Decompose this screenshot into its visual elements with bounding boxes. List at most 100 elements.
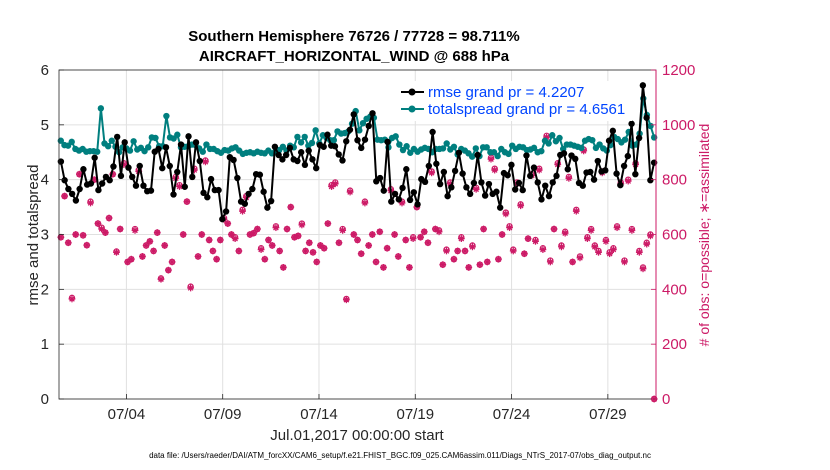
obs-assimilated-marker (621, 258, 628, 266)
rmse-point (312, 164, 320, 172)
obs-assimilated-stroke (421, 228, 428, 235)
rmse-point (234, 174, 241, 182)
rmse-point (365, 122, 372, 130)
obs-assimilated-marker (198, 231, 206, 238)
x-tick-label: 07/09 (204, 406, 242, 423)
obs-assimilated-marker (495, 255, 502, 263)
obs-assimilated-stroke (254, 226, 261, 232)
spread-point (450, 143, 458, 150)
spread-point (505, 150, 512, 158)
obs-assimilated-stroke (236, 248, 242, 254)
obs-assimilated-marker (439, 261, 447, 269)
obs-assimilated-stroke (176, 183, 183, 190)
obs-assimilated-stroke (69, 296, 75, 302)
spread-point (589, 136, 596, 144)
rmse-point (613, 170, 620, 177)
obs-assimilated-stroke (499, 231, 505, 238)
obs-assimilated-marker (524, 235, 532, 243)
obs-assimilated-stroke (332, 180, 339, 187)
obs-assimilated-marker (205, 236, 213, 244)
obs-assimilated-stroke (328, 183, 335, 190)
obs-assimilated-stroke (562, 230, 568, 236)
obs-assimilated-stroke (158, 276, 164, 283)
rmse-point (279, 156, 286, 163)
rmse-point (192, 139, 200, 146)
rmse-point (553, 172, 560, 180)
obs-assimilated-stroke (87, 200, 94, 206)
obs-assimilated-marker (532, 237, 539, 245)
obs-assimilated-stroke (480, 226, 487, 232)
obs-assimilated-marker (268, 242, 276, 249)
obs-assimilated-marker (298, 221, 306, 229)
spread-point (108, 137, 115, 144)
rmse-point (189, 173, 196, 181)
obs-assimilated-stroke (310, 249, 316, 256)
obs-assimilated-marker (587, 226, 595, 234)
rmse-point (579, 182, 586, 189)
obs-assimilated-stroke (591, 243, 598, 250)
rmse-point (369, 110, 376, 117)
obs-assimilated-stroke (506, 224, 513, 231)
rmse-point (380, 187, 387, 194)
rmse-point (504, 172, 511, 179)
obs-assimilated-marker (216, 236, 224, 244)
rmse-point (260, 188, 267, 195)
obs-assimilated-stroke (184, 198, 190, 205)
obs-assimilated-stroke (473, 186, 479, 193)
rmse-point (361, 136, 369, 143)
rmse-point (196, 157, 204, 165)
legend: rmse grand pr = 4.2207 totalspread grand… (397, 81, 632, 121)
obs-assimilated-stroke (102, 229, 109, 236)
footer-text: data file: /Users/raeder/DAI/ATM_forcXX/… (149, 451, 651, 460)
obs-assimilated-stroke (232, 235, 238, 242)
rmse-point (282, 151, 290, 159)
obs-assimilated-stroke (406, 264, 413, 271)
obs-assimilated-marker (365, 242, 373, 249)
spread-point (97, 105, 105, 112)
spread-point (356, 127, 363, 134)
obs-assimilated-marker (354, 236, 361, 244)
rmse-point (117, 172, 125, 180)
rmse-point (609, 127, 617, 135)
rmse-point (121, 139, 128, 146)
rmse-point (474, 151, 481, 159)
rmse-point (110, 163, 117, 170)
spread-point (443, 140, 450, 147)
y-tick-label: 3 (41, 227, 49, 244)
spread-point (294, 133, 301, 141)
obs-assimilated-stroke (551, 226, 557, 232)
spread-point (203, 141, 210, 148)
rmse-point (624, 152, 632, 160)
y-right-tick-label: 1200 (662, 62, 695, 79)
y-tick-label: 1 (41, 336, 49, 353)
spread-point (126, 147, 134, 154)
rmse-point (384, 138, 391, 146)
spread-point (439, 145, 447, 152)
obs-assimilated-marker (628, 226, 636, 234)
obs-assimilated-marker (202, 158, 209, 166)
rmse-point (451, 167, 459, 175)
obs-assimilated-stroke (465, 264, 472, 271)
obs-assimilated-marker (75, 170, 83, 178)
obs-assimilated-stroke (117, 226, 124, 232)
obs-assimilated-stroke (428, 169, 435, 176)
rmse-point (200, 189, 207, 197)
obs-assimilated-stroke (195, 253, 201, 260)
obs-assimilated-stroke (625, 178, 632, 184)
obs-assimilated-stroke (362, 200, 368, 206)
spread-point (494, 152, 501, 160)
rmse-point (170, 191, 177, 198)
obs-assimilated-marker (483, 258, 491, 266)
rmse-point (388, 198, 395, 205)
spread-point (538, 147, 545, 155)
obs-assimilated-stroke (187, 285, 194, 291)
obs-assimilated-marker (391, 231, 398, 238)
spread-point (556, 134, 563, 142)
obs-assimilated-stroke (98, 226, 105, 232)
spread-point (472, 145, 480, 152)
spread-point (297, 139, 305, 146)
rmse-point (65, 185, 72, 193)
obs-assimilated-marker (639, 265, 647, 273)
x-tick-label: 07/29 (589, 406, 627, 423)
spread-point (68, 138, 75, 146)
